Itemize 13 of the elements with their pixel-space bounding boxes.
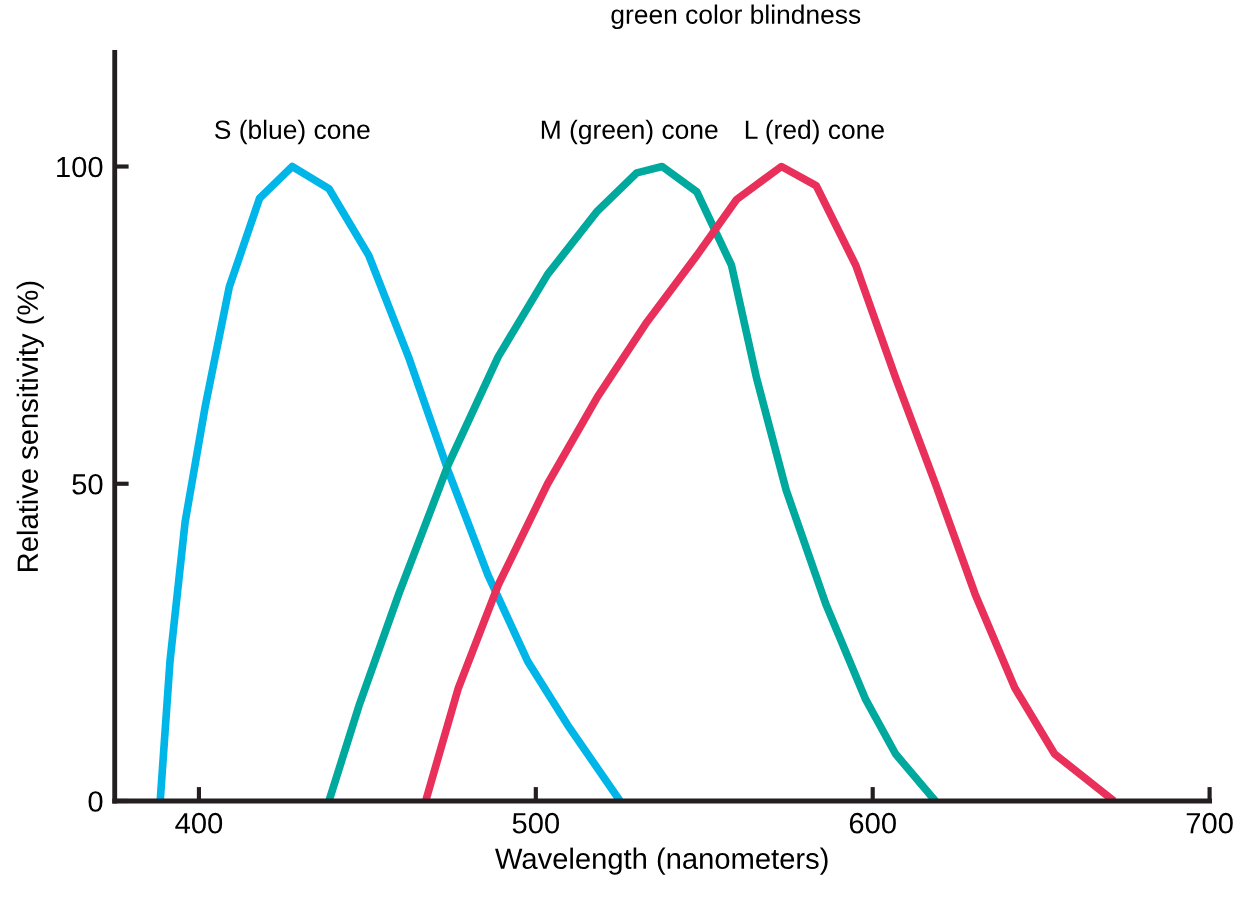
series-label: M (green) cone (541, 119, 718, 145)
series-label: S (blue) cone (214, 119, 370, 145)
x-axis-title: Wavelength (nanometers) (495, 847, 828, 875)
series-label: L (red) cone (745, 119, 884, 145)
x-tick-label: 700 (1186, 812, 1233, 834)
chart-title: green color blindness (611, 4, 861, 30)
y-axis-title: Relative sensitivity (%) (16, 281, 44, 571)
x-tick-label: 600 (849, 812, 896, 834)
x-tick-label: 500 (512, 812, 560, 834)
y-tick-label: 100 (57, 156, 103, 178)
x-tick-label: 400 (175, 812, 223, 834)
y-tick-label: 50 (72, 473, 103, 495)
y-tick-label: 0 (88, 791, 103, 812)
